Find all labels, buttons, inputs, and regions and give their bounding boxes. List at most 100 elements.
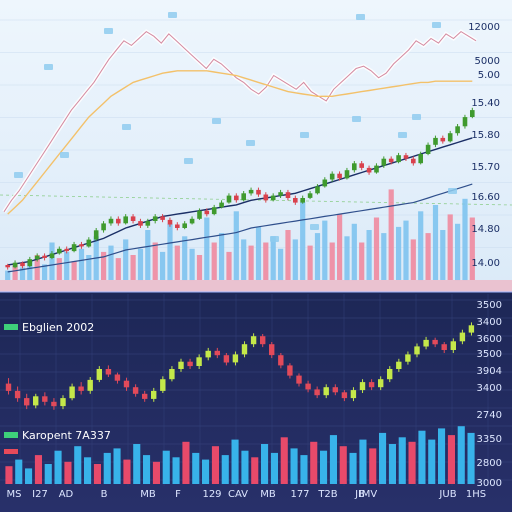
upper-volume-bar xyxy=(381,233,387,280)
lower-candle-body xyxy=(196,357,202,366)
lower-volume-bar xyxy=(34,455,42,484)
lower-candle-body xyxy=(287,365,293,376)
upper-y-tick-label: 12000 xyxy=(468,22,500,33)
upper-moving-averages xyxy=(7,70,473,273)
lower-volume-bar xyxy=(310,441,318,484)
lower-candle-body xyxy=(169,369,175,380)
upper-volume-bar xyxy=(270,236,276,281)
lower-candle-body xyxy=(405,354,411,362)
upper-glow-line-path xyxy=(3,30,477,213)
upper-volume-bar xyxy=(462,198,468,281)
lower-volume-bar xyxy=(388,444,396,484)
lower-y-tick-label: 2800 xyxy=(477,458,502,469)
lower-candlesticks xyxy=(5,322,475,410)
upper-candle-body xyxy=(270,195,276,201)
upper-volume-bar xyxy=(49,242,55,280)
lower-volume-bar xyxy=(241,450,249,484)
upper-candle-body xyxy=(278,192,283,196)
upper-candle-body xyxy=(256,189,261,195)
lower-candle-body xyxy=(450,341,456,350)
lower-candle-body xyxy=(78,386,84,391)
upper-candle-body xyxy=(396,155,401,163)
lower-candle-body xyxy=(468,325,475,333)
upper-volume-bar xyxy=(108,245,114,280)
upper-candle-body xyxy=(470,110,475,117)
lower-y-tick-label: 3000 xyxy=(477,478,502,489)
upper-volume-bar xyxy=(337,214,343,280)
upper-price-tag xyxy=(310,224,319,230)
upper-candle-body xyxy=(12,262,18,268)
upper-candle-body xyxy=(64,248,69,252)
lower-candle-body xyxy=(296,375,302,384)
upper-glow-line xyxy=(2,29,478,213)
lower-candle-body xyxy=(132,387,139,394)
upper-price-tag xyxy=(352,116,361,122)
lower-candle-body xyxy=(223,355,230,363)
upper-candle-body xyxy=(352,163,357,171)
lower-x-tick-label: I27 xyxy=(32,489,48,500)
upper-candle-body xyxy=(440,137,446,142)
lower-volume-bar xyxy=(398,437,406,484)
lower-candle-body xyxy=(378,379,384,388)
lower-volume-bar xyxy=(270,452,278,484)
lower-volume-bar xyxy=(221,455,229,484)
lower-candle-body xyxy=(14,390,21,399)
lower-y-tick-label: 3600 xyxy=(477,334,502,345)
upper-candle-body xyxy=(263,194,269,201)
lower-volume-bar xyxy=(133,444,141,484)
lower-x-tick-label: MB xyxy=(260,489,276,500)
upper-candle-body xyxy=(374,165,379,173)
upper-candle-body xyxy=(411,158,416,164)
lower-volume-bar xyxy=(182,441,190,484)
upper-volume-bar xyxy=(455,223,461,281)
upper-price-tag xyxy=(448,188,457,194)
upper-volume-bar xyxy=(469,217,475,280)
upper-candle-body xyxy=(234,195,239,201)
lower-x-tick-label: IMV xyxy=(359,489,378,500)
lower-candle-body xyxy=(323,387,329,396)
upper-candle-body xyxy=(27,259,33,267)
lower-volume-bar xyxy=(54,450,62,484)
lower-volume-bar xyxy=(64,461,72,484)
legend-swatch xyxy=(4,432,18,438)
lower-candle-body xyxy=(178,361,184,369)
upper-candle-body xyxy=(204,210,210,215)
upper-volume-bar xyxy=(410,239,416,280)
lower-candle-body xyxy=(60,398,66,407)
lower-volume-bar xyxy=(329,435,337,484)
lower-volume-bar xyxy=(113,448,121,484)
upper-volume-bar xyxy=(115,258,121,280)
lower-candle-body xyxy=(51,401,57,407)
upper-price-tag xyxy=(412,114,421,120)
upper-y-tick-label: 16.60 xyxy=(471,192,500,203)
lower-volume-bar xyxy=(202,459,210,484)
upper-volume-bar xyxy=(440,230,446,280)
upper-volume-bar xyxy=(5,270,11,280)
upper-price-tag xyxy=(356,14,365,20)
lower-x-tick-label: MS xyxy=(7,489,22,500)
lower-volume-bar xyxy=(280,437,288,484)
lower-volume-bar xyxy=(359,439,367,484)
lower-x-tick-label: T2B xyxy=(317,489,337,500)
upper-candle-body xyxy=(315,186,320,194)
upper-price-tag xyxy=(246,140,255,146)
lower-candle-body xyxy=(414,346,420,355)
upper-volume-bar xyxy=(78,248,85,281)
lower-volume-bar xyxy=(438,428,446,484)
lower-candle-body xyxy=(396,361,402,369)
upper-volume-bar xyxy=(366,230,372,280)
upper-volume-bar xyxy=(425,233,431,280)
upper-candle-body xyxy=(359,163,364,168)
upper-volume-bar xyxy=(174,245,180,280)
upper-candle-body xyxy=(167,219,173,225)
upper-candle-body xyxy=(293,198,298,203)
upper-price-tags xyxy=(14,12,457,242)
upper-volume-bar xyxy=(255,226,262,280)
upper-candle-body xyxy=(42,255,47,258)
upper-candle-body xyxy=(160,216,165,220)
upper-candle-body xyxy=(241,193,246,201)
lower-volume-bar xyxy=(162,450,170,484)
lower-volume-bar xyxy=(261,444,269,484)
upper-candle-body xyxy=(455,126,460,134)
